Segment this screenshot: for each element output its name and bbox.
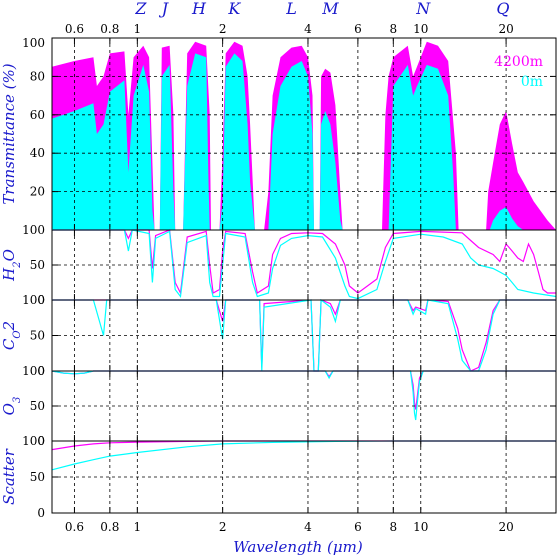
legend: 4200m 0m [494, 54, 543, 90]
ytick-label-scatter-1: 50 [30, 470, 45, 484]
x-axis: 0.6 0.6 0.8 0.8 1 1 2 2 4 4 6 6 8 8 10 10 20 20 [65, 22, 514, 534]
xtick-label-top-7: 10 [413, 22, 428, 36]
series-h2o-0m [52, 229, 557, 300]
series-h2o-4200m [52, 229, 556, 296]
ytick-label-total-3: 80 [30, 69, 45, 83]
xtick-label-top-2: 1 [134, 22, 142, 36]
ylabel-h2o: H2O [0, 249, 23, 282]
series-scatter-0m [51, 440, 556, 471]
panel-h2o: 0 50 100 H2O [0, 223, 557, 307]
panel-o3: 0 50 100 O3 [0, 364, 557, 448]
xtick-label-top-8: 20 [498, 22, 513, 36]
band-label-L: L [285, 0, 297, 18]
ytick-label-o3-2: 100 [22, 364, 45, 378]
xtick-label-bottom-7: 10 [413, 520, 428, 534]
ylabel-co2: CO2 [0, 321, 23, 350]
xtick-label-bottom-2: 1 [134, 520, 142, 534]
ytick-label-scatter-2: 100 [22, 434, 45, 448]
ylabel-scatter: Scatter [0, 448, 18, 505]
xtick-label-bottom-5: 6 [354, 520, 362, 534]
band-label-K: K [227, 0, 241, 18]
ytick-label-o3-1: 50 [30, 399, 45, 413]
ytick-label-co2-1: 50 [30, 329, 45, 343]
xtick-label-top-0: 0.6 [65, 22, 84, 36]
ytick-label-total-2: 60 [30, 108, 45, 122]
band-label-N: N [415, 0, 431, 18]
ytick-label-scatter-0: 0 [37, 506, 45, 520]
ytick-label-total-4: 100 [22, 36, 45, 50]
xtick-label-bottom-1: 0.8 [100, 520, 119, 534]
xtick-label-top-5: 6 [354, 22, 362, 36]
band-label-Z: Z [134, 0, 147, 18]
series-o3-4200m [51, 370, 556, 410]
panel-total: 20 40 60 80 100 Transmittance (%) [0, 36, 557, 231]
panel-scatter: 0 50 100 Scatter [0, 434, 557, 520]
xtick-label-bottom-0: 0.6 [65, 520, 84, 534]
ytick-label-h2o-0: 0 [37, 293, 45, 307]
xtick-label-bottom-4: 4 [304, 520, 312, 534]
band-label-J: J [159, 0, 170, 18]
ytick-label-h2o-2: 100 [22, 223, 45, 237]
series-total-0m [52, 53, 556, 231]
xtick-label-bottom-8: 20 [498, 520, 513, 534]
legend-entry-0: 4200m [494, 54, 543, 70]
ylabel-o3: O3 [0, 397, 23, 416]
xtick-label-bottom-6: 8 [389, 520, 397, 534]
panel-co2: 0 50 100 CO2 [0, 293, 557, 378]
xtick-label-top-6: 8 [389, 22, 397, 36]
band-label-Q: Q [496, 0, 509, 18]
ytick-label-o3-0: 0 [37, 434, 45, 448]
band-label-H: H [191, 0, 207, 18]
ylabel-total: Transmittance (%) [0, 63, 18, 204]
ytick-label-co2-2: 100 [22, 293, 45, 307]
ytick-label-total-0: 20 [30, 185, 45, 199]
xtick-label-top-4: 4 [304, 22, 312, 36]
band-label-M: M [321, 0, 339, 18]
ytick-label-co2-0: 0 [37, 364, 45, 378]
ytick-label-h2o-1: 50 [30, 258, 45, 272]
panels: 20 40 60 80 100 Transmittance (%) 0 50 100 H2O 0 50… [0, 36, 557, 520]
xtick-label-bottom-3: 2 [219, 520, 227, 534]
ytick-label-total-1: 40 [30, 146, 45, 160]
legend-entry-1: 0m [521, 74, 543, 90]
x-axis-title: Wavelength (μm) [233, 538, 363, 555]
xtick-label-top-3: 2 [219, 22, 227, 36]
series-o3-0m [51, 370, 556, 421]
xtick-label-top-1: 0.8 [100, 22, 119, 36]
